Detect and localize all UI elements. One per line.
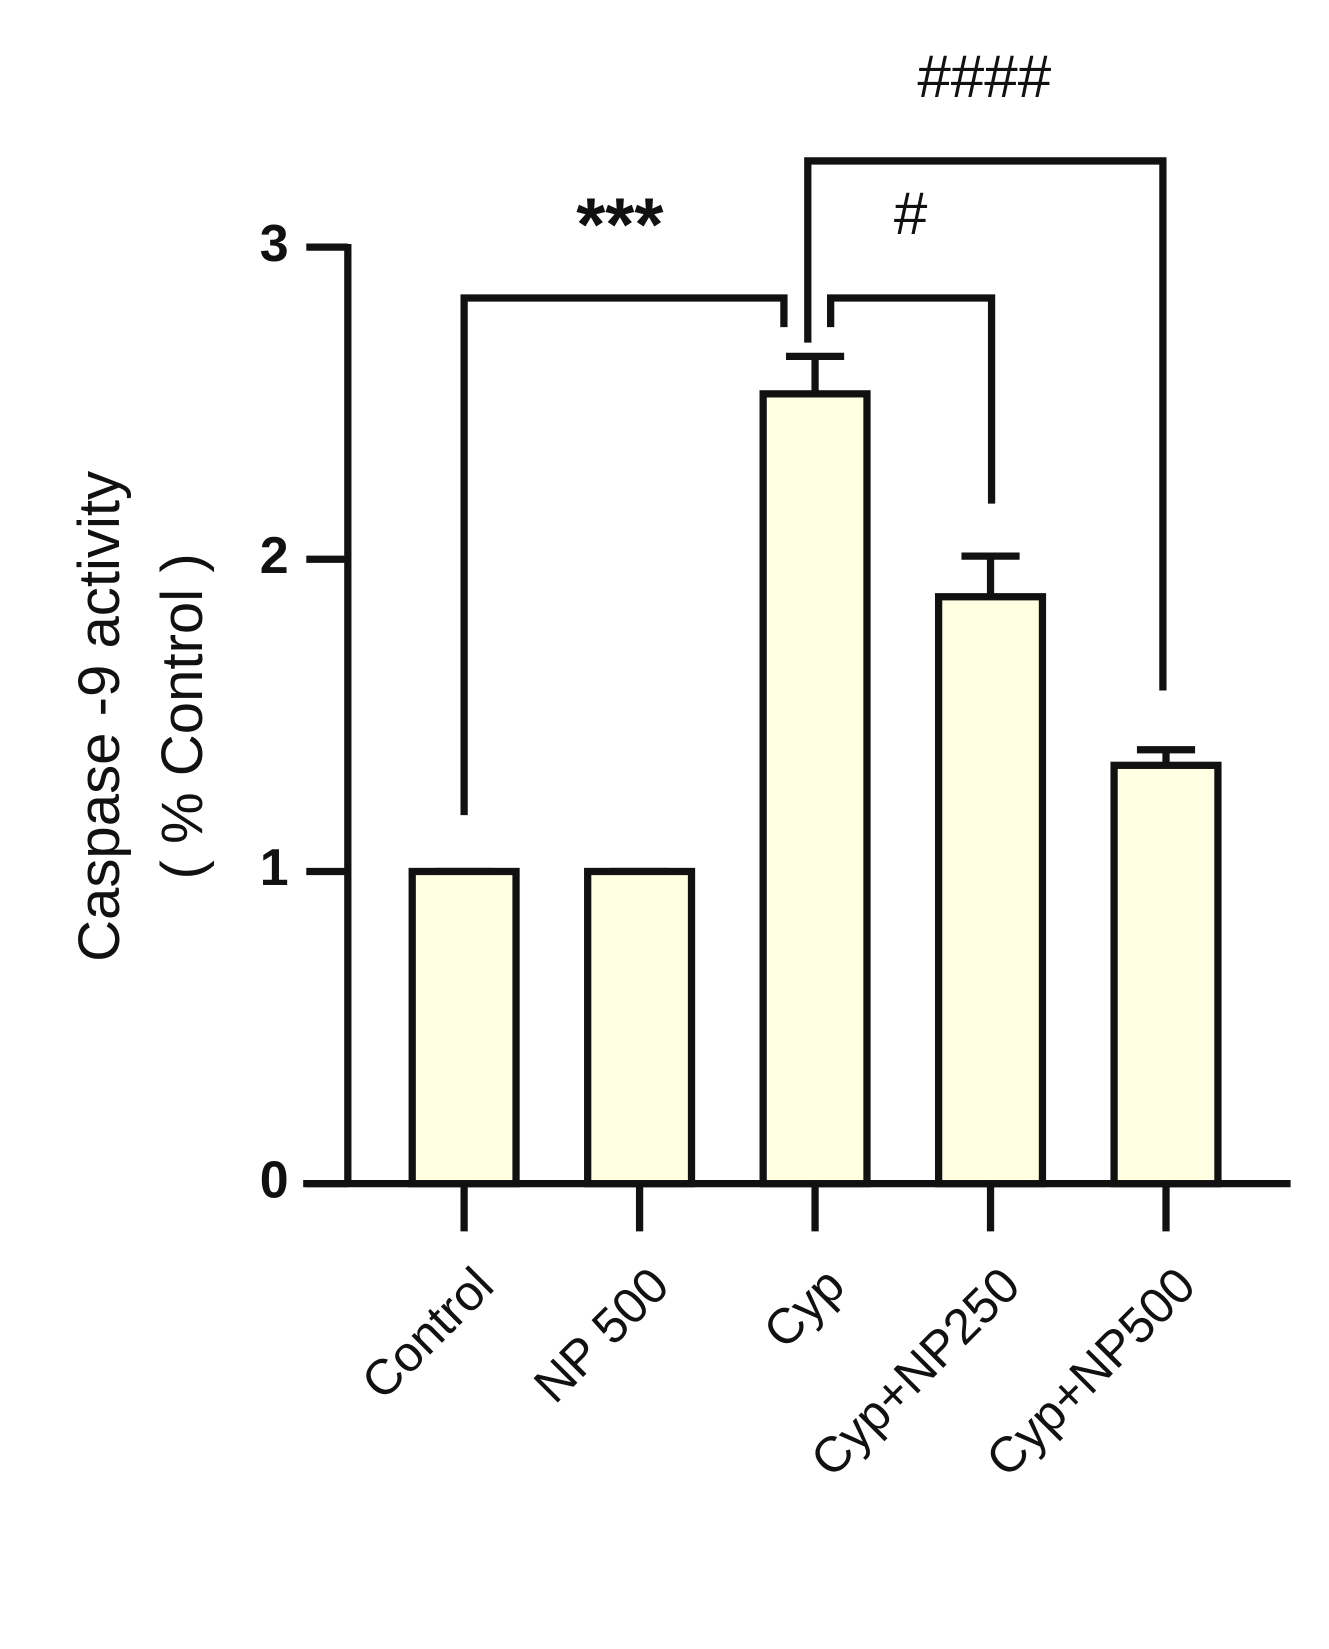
y-axis-label: ( % Control ) (150, 553, 215, 879)
x-tick-label: NP 500 (523, 1257, 679, 1413)
bar (759, 390, 871, 1188)
significance-label: #### (917, 42, 1051, 110)
y-axis-label: Caspase -9 activity (67, 471, 132, 962)
bracket (827, 294, 996, 504)
bar (1110, 761, 1222, 1188)
bar (584, 867, 696, 1188)
bar (408, 867, 520, 1188)
y-tick-label: 3 (260, 215, 289, 273)
x-tick-label: Cyp (753, 1257, 855, 1359)
x-tick-label: Control (351, 1257, 504, 1410)
plot-area: Caspase -9 activity ( % Control ) *** # … (67, 42, 1291, 1487)
bar (934, 593, 1047, 1188)
y-tick-label: 1 (260, 839, 289, 897)
y-tick-label: 2 (260, 527, 289, 585)
bracket (460, 294, 788, 816)
y-tick-label: 0 (260, 1151, 289, 1209)
significance-label: *** (576, 182, 664, 266)
bracket (804, 157, 1167, 691)
significance-label: # (894, 179, 928, 247)
